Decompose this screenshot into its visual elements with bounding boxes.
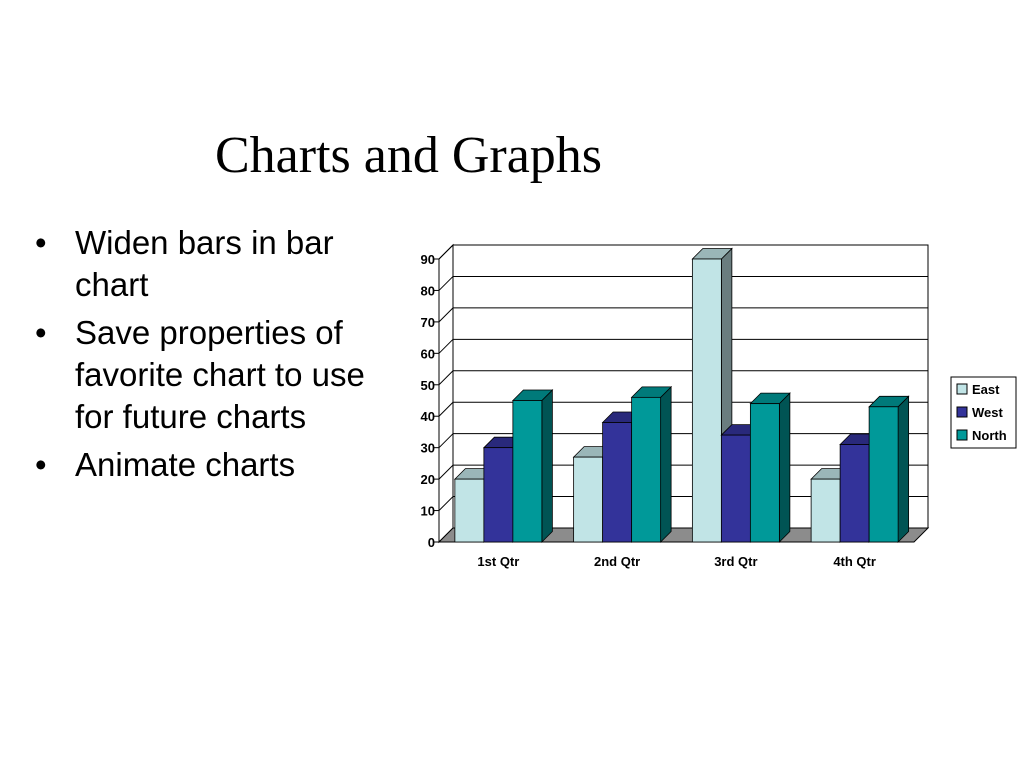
bullet-dot-icon: • — [35, 314, 47, 351]
gridline-side — [438, 244, 454, 260]
gridline-side — [438, 401, 454, 417]
legend-swatch — [956, 429, 968, 441]
bar-front — [602, 422, 633, 543]
chart-axis: 0 10 20 30 40 50 60 70 80 90 1st Qtr 2nd Qtr 3rd Qtr… — [421, 252, 876, 569]
bullet-dot-icon: • — [35, 446, 47, 483]
bar-front — [512, 400, 543, 543]
y-tick-label: 40 — [421, 409, 435, 424]
legend-label: North — [972, 428, 1007, 443]
bar-front — [810, 478, 841, 543]
legend-label: East — [972, 382, 1000, 397]
y-tick-label: 10 — [421, 504, 435, 519]
y-tick-label: 80 — [421, 283, 435, 298]
bar — [511, 389, 554, 543]
legend-swatch — [956, 383, 968, 395]
bar — [630, 385, 673, 543]
y-tick-label: 60 — [421, 346, 435, 361]
bar-front — [839, 444, 870, 543]
chart-bars — [453, 247, 910, 543]
bullet-text: Animate charts — [75, 446, 296, 483]
y-tick-label: 90 — [421, 252, 435, 267]
bullet-item: • Widen bars in bar chart — [35, 222, 380, 306]
y-tick-label: 50 — [421, 378, 435, 393]
bar-front — [868, 406, 899, 543]
bar-side — [778, 392, 791, 543]
y-tick-label: 70 — [421, 315, 435, 330]
y-tick-label: 0 — [428, 535, 435, 550]
chart-plot-area — [437, 243, 930, 544]
bar-side — [541, 389, 553, 543]
x-tick-label: 1st Qtr — [477, 554, 519, 569]
chart-side-wall — [438, 243, 454, 544]
bar-side — [897, 395, 910, 543]
bar-front — [631, 396, 662, 543]
bullet-item: • Animate charts — [35, 444, 380, 486]
legend-swatch — [956, 406, 968, 418]
legend-label: West — [972, 405, 1003, 420]
chart-legend: East West North — [950, 376, 1017, 449]
bullet-list: • Widen bars in bar chart • Save propertie… — [35, 222, 380, 492]
bullet-dot-icon: • — [35, 224, 47, 261]
bar-front — [749, 403, 780, 543]
x-tick-label: 3rd Qtr — [714, 554, 757, 569]
gridline-side — [438, 464, 454, 480]
bar — [868, 395, 910, 543]
y-tick-label: 30 — [421, 441, 435, 456]
bar-front — [573, 456, 604, 543]
bar — [749, 392, 791, 543]
bar-front — [483, 447, 514, 543]
x-tick-label: 4th Qtr — [833, 554, 876, 569]
gridline-side — [438, 496, 454, 511]
x-tick-label: 2nd Qtr — [594, 554, 640, 569]
bar-side — [660, 385, 672, 543]
slide-title: Charts and Graphs — [215, 127, 603, 184]
bar-front — [691, 258, 722, 543]
bar — [691, 247, 733, 543]
gridline-side — [438, 433, 454, 449]
y-tick-label: 20 — [421, 472, 435, 487]
gridline-side — [438, 370, 454, 386]
bar-front — [720, 434, 751, 543]
gridline-side — [438, 276, 454, 291]
bullet-text: Save properties of favorite chart to use… — [75, 314, 365, 435]
gridline-side — [438, 307, 454, 323]
bullet-text: Widen bars in bar chart — [75, 224, 334, 303]
bar-front — [454, 478, 485, 543]
gridline-side — [438, 338, 454, 354]
bullet-item: • Save properties of favorite chart to us… — [35, 312, 380, 438]
